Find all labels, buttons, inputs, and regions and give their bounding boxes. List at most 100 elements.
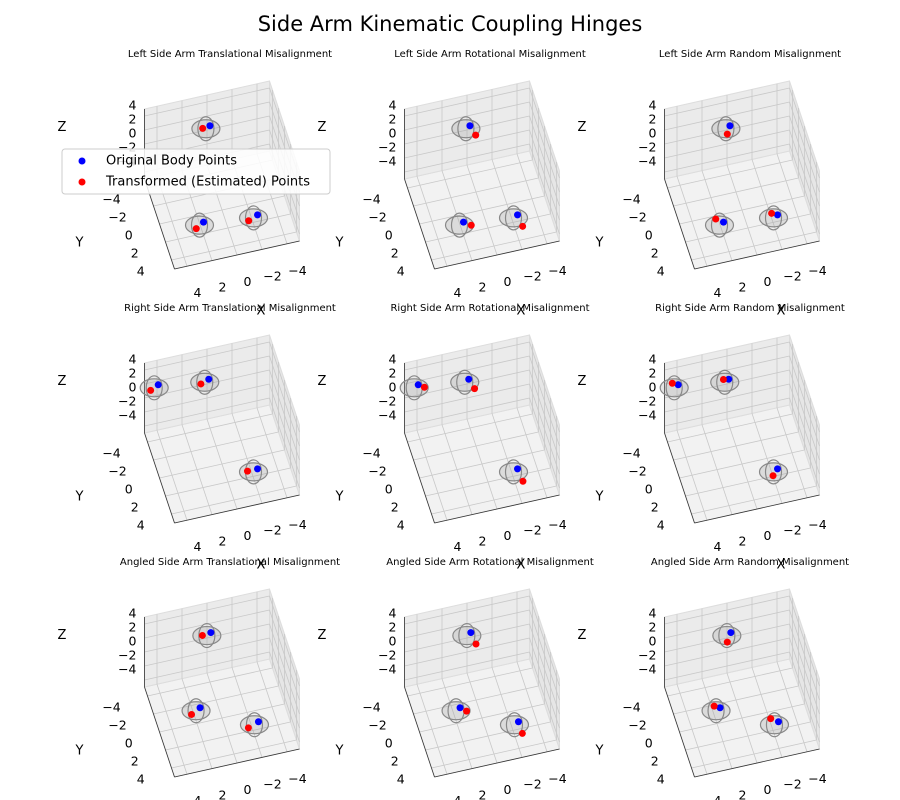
grid-line [529,341,560,433]
data-point [471,385,479,393]
grid-line [404,129,530,159]
axis-line [694,494,820,524]
y-tick-label: 0 [125,228,133,243]
z-tick-label: 0 [129,126,137,141]
grid-line [144,87,270,117]
y-tick-label: −2 [368,210,386,225]
x-tick-label: 2 [479,280,487,295]
grid-line [664,595,790,625]
grid-line [269,595,300,687]
grid-line [144,637,270,667]
data-point [200,218,207,226]
hinge-body [504,459,523,485]
y-tick-label: −4 [622,446,640,461]
y-axis-label: Y [335,744,344,759]
y-tick-label: 4 [657,518,665,533]
hinge-body [710,212,729,238]
grid-line [673,177,799,207]
x-tick-label: 2 [739,280,747,295]
x-tick-label: −4 [548,263,566,278]
z-axis-label: Z [58,120,67,135]
grid-line [789,129,820,221]
x-tick-label: 4 [454,793,462,800]
y-tick-label: −2 [108,210,126,225]
y-axis-label: Y [595,744,604,759]
x-tick-label: −2 [783,776,801,791]
subplot-title: Right Side Arm Random Misalignment [655,303,845,314]
hinge-body [184,215,215,235]
hinge-body [187,698,205,724]
z-tick-label: −2 [378,648,396,663]
z-tick-label: 0 [389,634,397,649]
grid-line [171,485,297,515]
axis-line [174,240,300,270]
axis-line [174,748,300,778]
y-tick-label: 4 [397,772,405,787]
y-tick-label: −2 [108,718,126,733]
y-tick-label: 4 [657,264,665,279]
grid-line [165,213,291,243]
grid-line [789,355,820,447]
axis-line [144,432,175,524]
hinge-body [450,212,469,238]
data-point [723,638,731,646]
x-tick-label: 4 [194,285,202,300]
z-axis-label: Z [318,120,327,135]
y-tick-label: −4 [362,700,380,715]
grid-line [407,159,533,189]
z-tick-label: 2 [649,620,657,635]
data-point [205,375,213,383]
data-point [196,704,204,712]
grid-line [425,213,551,243]
grid-line [664,355,790,385]
x-tick-label: 4 [454,285,462,300]
hinge-body [718,622,736,649]
x-tick-label: 2 [739,788,747,800]
grid-line [789,609,820,701]
y-tick-label: −2 [368,464,386,479]
legend-box [61,148,331,195]
hinge-body [245,712,264,738]
data-point [463,707,471,715]
y-tick-label: 2 [131,754,139,769]
grid-line [147,667,273,697]
grid-line [269,637,300,729]
grid-line [679,449,805,479]
grid-line [664,101,790,131]
z-tick-label: 2 [389,620,397,635]
data-point [245,217,253,225]
z-tick-label: 0 [649,634,657,649]
grid-line [789,369,820,461]
y-tick-label: 2 [651,246,659,261]
grid-line [413,685,539,715]
y-tick-label: 4 [137,772,145,787]
x-tick-label: 4 [714,285,722,300]
x-tick-label: 4 [714,793,722,800]
hinge-body [765,712,784,738]
grid-line [404,595,530,625]
x-tick-label: −2 [523,268,541,283]
data-point [725,375,733,383]
data-point [723,130,731,138]
z-tick-label: −4 [118,662,136,677]
y-axis-label: Y [595,236,604,251]
y-tick-label: 0 [645,736,653,751]
data-point [767,715,775,723]
y-tick-label: 0 [385,736,393,751]
hinge-body [716,369,734,395]
grid-line [679,703,805,733]
x-tick-label: 0 [244,528,252,543]
grid-line [529,101,560,193]
grid-line [144,623,270,653]
grid-line [269,383,300,475]
x-axis-label: X [517,304,526,319]
x-tick-label: −2 [523,776,541,791]
z-axis-label: Z [58,628,67,643]
grid-line [529,397,560,489]
x-tick-label: −2 [523,522,541,537]
grid-line [789,87,820,179]
z-tick-label: −4 [378,154,396,169]
x-tick-label: −4 [288,771,306,786]
grid-line [404,383,530,413]
